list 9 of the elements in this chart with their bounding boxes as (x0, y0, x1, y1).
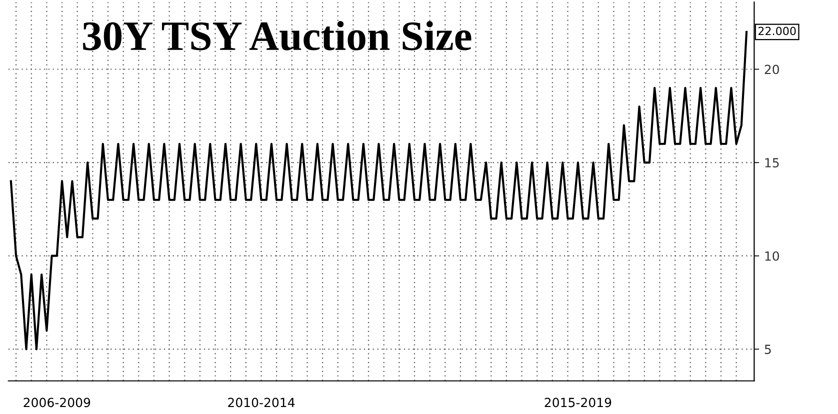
data-label: 22.000 (758, 26, 796, 36)
chart-title: 30Y TSY Auction Size (83, 21, 472, 50)
y-tick-label: 15 (765, 158, 779, 168)
y-tick-label: 5 (764, 344, 771, 354)
x-tick-label: 2006-2009 (24, 398, 90, 408)
x-tick-label: 2015-2019 (544, 398, 612, 408)
x-tick-label: 2010-2014 (228, 398, 295, 408)
y-tick-label: 20 (764, 64, 779, 74)
y-tick-label: 10 (765, 251, 779, 261)
